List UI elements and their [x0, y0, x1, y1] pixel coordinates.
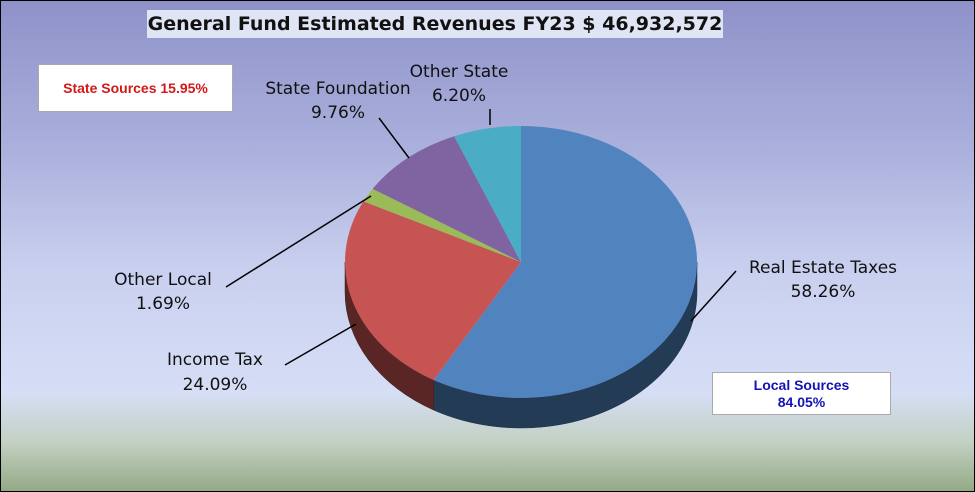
leader-line-2	[225, 195, 372, 288]
slice-other-state	[454, 126, 521, 262]
slice-label-2: Other Local	[114, 270, 212, 290]
local-sources-value: 84.05%	[777, 393, 826, 410]
slice-other-local	[363, 188, 521, 262]
state-sources-annotation: State Sources 15.95%	[38, 64, 233, 112]
local-sources-label: Local Sources	[753, 376, 850, 393]
leader-line-3	[378, 117, 410, 159]
leader-line-1	[284, 323, 357, 366]
leader-lines	[225, 109, 737, 366]
slice-income-tax	[345, 201, 521, 381]
leader-line-0	[690, 270, 737, 322]
chart-title: General Fund Estimated Revenues FY23 $ 4…	[147, 10, 723, 38]
slice-value-1: 24.09%	[183, 375, 248, 395]
slice-label-1: Income Tax	[167, 350, 263, 370]
slice-label-4: Other State	[410, 62, 509, 82]
slice-label-0: Real Estate Taxes	[749, 258, 897, 278]
slice-state-foundation	[372, 136, 521, 262]
slice-label-3: State Foundation	[265, 79, 410, 99]
slice-value-2: 1.69%	[136, 294, 190, 314]
slice-value-3: 9.76%	[311, 103, 365, 123]
local-sources-annotation: Local Sources 84.05%	[712, 372, 891, 415]
slice-value-0: 58.26%	[791, 282, 856, 302]
state-sources-text: State Sources 15.95%	[63, 80, 208, 96]
slice-real-estate-taxes	[433, 126, 698, 398]
slice-value-4: 6.20%	[432, 86, 486, 106]
pie-slices	[345, 126, 698, 398]
slice-labels: Real Estate Taxes 58.26% Income Tax 24.09% O…	[114, 62, 897, 395]
